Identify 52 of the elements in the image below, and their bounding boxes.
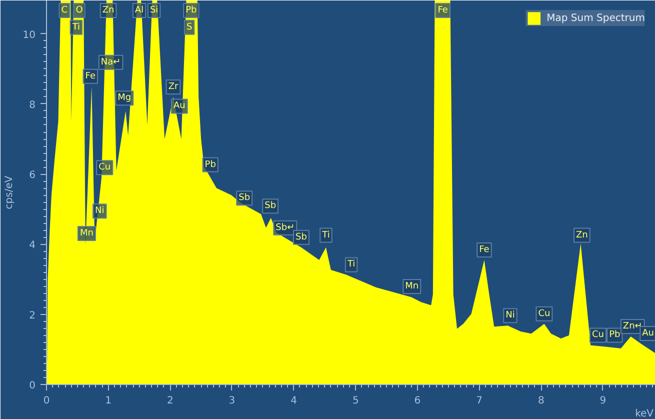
annotation: Sb: [238, 193, 250, 204]
y-axis-title: cps/eV: [4, 176, 15, 210]
annotation: Na↵: [100, 57, 121, 68]
annotation: O: [76, 6, 83, 16]
x-tick-label: 3: [228, 396, 236, 406]
y-tick-label: 4: [29, 240, 36, 252]
y-tick-label: 6: [29, 170, 36, 182]
annotation: Pb: [609, 330, 621, 340]
x-tick-label: 7: [476, 396, 482, 406]
annotation: Fe: [85, 71, 96, 82]
y-tick-label: 8: [29, 100, 36, 111]
x-tick-label: 6: [414, 396, 421, 406]
annotation: Zr: [168, 82, 178, 92]
annotation: Ti: [346, 260, 356, 270]
annotation: Pb: [204, 160, 216, 170]
annotation: Zn: [576, 230, 588, 240]
x-tick-label: 9: [600, 396, 606, 406]
annotation: Au: [174, 101, 186, 112]
annotation: Mn: [80, 228, 94, 239]
annotation: Ni: [506, 310, 515, 321]
x-tick-label: 8: [538, 396, 544, 406]
annotation: Fe: [438, 6, 448, 16]
x-axis-title: keV: [635, 408, 654, 419]
annotation: C: [61, 6, 68, 16]
annotation: Si: [150, 6, 158, 16]
annotation: S: [186, 22, 192, 32]
annotation: Mg: [118, 93, 132, 104]
annotation: Fe: [479, 245, 490, 256]
legend-label: Map Sum Spectrum: [546, 12, 645, 24]
annotation: Ti: [321, 230, 330, 240]
y-tick-label: 2: [29, 310, 36, 322]
annotation: Ni: [95, 206, 104, 216]
annotation: Cu: [592, 330, 604, 340]
x-tick-label: 1: [105, 396, 112, 406]
annotation: Sb: [264, 201, 276, 212]
annotation: Zn↵: [622, 321, 642, 332]
x-tick-label: 5: [352, 396, 359, 406]
annotation: Zn: [102, 6, 114, 16]
annotation: Cu: [98, 162, 111, 173]
annotation: Ti: [71, 22, 80, 32]
annotation: Sb↵: [276, 222, 295, 233]
y-tick-label: 0: [29, 380, 36, 392]
x-tick-label: 0: [43, 396, 50, 406]
x-tick-label: 4: [290, 396, 298, 406]
annotation: Mn: [405, 281, 419, 292]
annotation: Al: [134, 6, 144, 16]
x-tick-label: 2: [166, 396, 174, 406]
annotation: Cu: [538, 308, 550, 319]
y-tick-label: 10: [22, 30, 36, 41]
annotation: Au: [642, 328, 654, 338]
annotation: Pb: [186, 6, 198, 16]
annotation: Sb: [296, 232, 308, 242]
